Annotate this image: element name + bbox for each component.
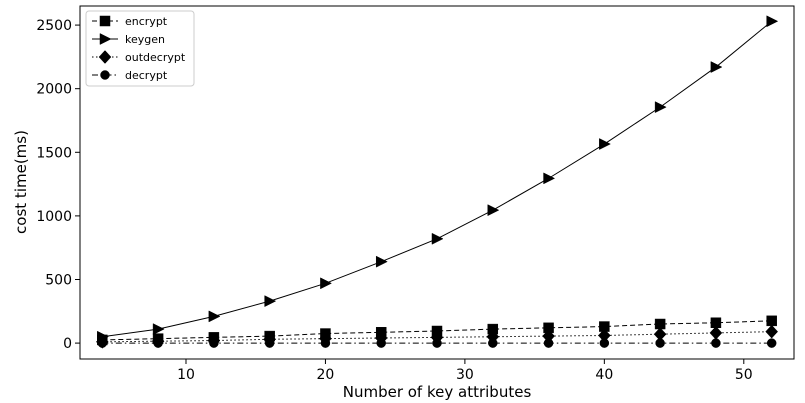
legend-item-keygen: keygen — [92, 33, 165, 46]
legend-item-decrypt: decrypt — [92, 69, 168, 82]
x-tick-label: 30 — [456, 367, 474, 383]
data-point-keygen — [766, 15, 779, 28]
data-point-decrypt — [766, 338, 777, 348]
y-tick-label: 0 — [63, 336, 72, 352]
y-tick-label: 1500 — [36, 145, 72, 161]
data-point-keygen — [431, 232, 444, 245]
data-point-decrypt — [599, 338, 610, 348]
data-point-decrypt — [153, 338, 163, 348]
data-point-decrypt — [264, 338, 275, 348]
data-point-keygen — [208, 310, 221, 323]
data-point-decrypt — [655, 338, 665, 348]
legend-label: outdecrypt — [125, 51, 186, 64]
legend-item-encrypt: encrypt — [92, 15, 168, 28]
x-tick-label: 20 — [317, 367, 335, 383]
x-tick-label: 50 — [735, 367, 753, 383]
x-axis: 10 20 30 40 50 — [177, 359, 753, 383]
legend-label: decrypt — [125, 69, 168, 82]
y-tick-label: 1000 — [36, 209, 72, 225]
data-point-keygen — [487, 204, 500, 217]
data-point-decrypt — [432, 338, 442, 348]
y-tick-label: 2500 — [36, 18, 72, 34]
series-keygen — [97, 15, 779, 343]
data-point-decrypt — [97, 338, 108, 348]
x-axis-label: Number of key attributes — [343, 383, 532, 401]
data-point-keygen — [320, 277, 332, 290]
data-point-outdecrypt — [709, 326, 723, 340]
data-point-decrypt — [209, 338, 219, 348]
data-point-encrypt — [766, 315, 777, 327]
legend-box — [85, 10, 195, 87]
data-point-decrypt — [711, 338, 721, 348]
y-tick-label: 2000 — [36, 82, 72, 98]
legend-marker — [99, 33, 112, 45]
data-point-keygen — [152, 323, 165, 336]
x-tick-label: 10 — [177, 367, 195, 383]
series-decrypt — [97, 338, 777, 348]
data-point-keygen — [264, 295, 277, 308]
data-point-keygen — [710, 61, 723, 73]
data-point-decrypt — [488, 338, 498, 348]
legend-marker — [98, 50, 112, 64]
legend-item-outdecrypt: outdecrypt — [92, 50, 186, 64]
data-point-decrypt — [376, 338, 386, 348]
x-tick-label: 40 — [595, 367, 613, 383]
data-point-decrypt — [543, 338, 554, 348]
plot-frame — [79, 5, 795, 360]
data-point-keygen — [375, 255, 388, 268]
legend-marker — [99, 15, 111, 27]
data-point-keygen — [599, 138, 611, 150]
series-line-keygen — [102, 20, 773, 338]
data-point-outdecrypt — [765, 324, 779, 339]
data-point-keygen — [543, 172, 556, 185]
y-axis-label: cost time(ms) — [12, 130, 30, 234]
y-axis: 0 500 1000 1500 2000 2500 — [36, 18, 80, 352]
data-point-keygen — [654, 101, 667, 114]
data-point-decrypt — [320, 338, 331, 348]
series-layer — [95, 15, 779, 349]
legend-label: keygen — [125, 33, 165, 46]
y-tick-label: 500 — [45, 272, 72, 288]
legend-label: encrypt — [125, 15, 168, 28]
legend-marker — [100, 70, 110, 80]
legend: encrypt keygen outdecrypt decrypt — [85, 10, 195, 87]
